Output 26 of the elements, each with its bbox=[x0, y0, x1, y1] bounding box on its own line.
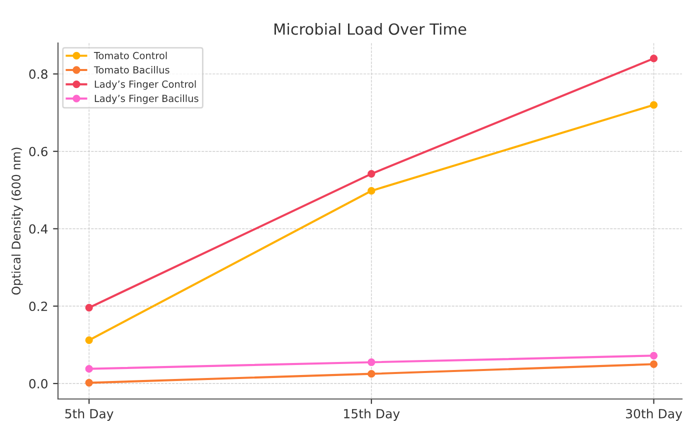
point bbox=[368, 187, 376, 195]
chart-title: Microbial Load Over Time bbox=[274, 23, 466, 35]
point bbox=[650, 352, 658, 360]
y-tick-label: 0.0 bbox=[29, 378, 48, 388]
y-tick-label: 0.2 bbox=[29, 302, 48, 312]
point bbox=[85, 304, 93, 312]
point bbox=[650, 101, 658, 109]
point bbox=[85, 336, 93, 344]
point bbox=[368, 358, 376, 366]
point bbox=[85, 365, 93, 373]
legend-label: Tomato Control bbox=[94, 52, 167, 60]
legend-label: Tomato Bacillus bbox=[94, 66, 170, 74]
point bbox=[650, 360, 658, 368]
point bbox=[650, 54, 658, 62]
y-tick-label: 0.6 bbox=[29, 146, 48, 156]
y-tick-label: 0.4 bbox=[29, 224, 48, 234]
point bbox=[368, 170, 376, 178]
point bbox=[368, 370, 376, 378]
y-axis-title: Optical Density (600 nm) bbox=[11, 148, 23, 295]
x-tick-label: 5th Day bbox=[65, 408, 114, 421]
y-tick-label: 0.8 bbox=[29, 69, 48, 79]
legend-label: Lady’s Finger Control bbox=[94, 80, 196, 90]
x-tick-label: 30th Day bbox=[626, 408, 682, 421]
point bbox=[85, 378, 93, 387]
x-tick-label: 15th Day bbox=[344, 408, 400, 421]
legend-label: Lady’s Finger Bacillus bbox=[94, 94, 198, 104]
